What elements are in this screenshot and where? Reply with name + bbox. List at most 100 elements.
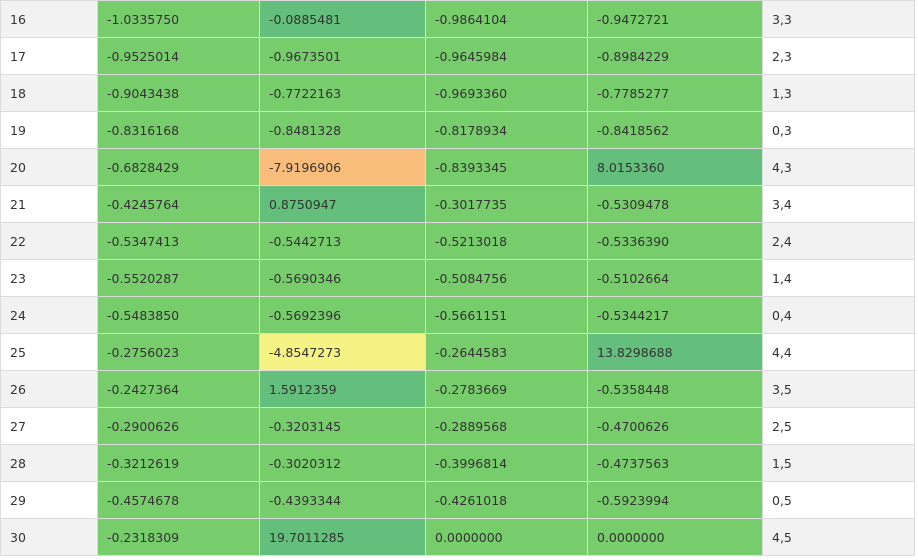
- table-row: 26 -0.2427364 1.5912359 -0.2783669 -0.535844…: [0, 370, 915, 408]
- value-cell-col1: -0.5520287: [97, 259, 260, 297]
- value-cell-col4: -0.9472721: [587, 0, 763, 38]
- coordinate-label-cell: 0,4: [762, 296, 915, 334]
- value-cell-col3: -0.2644583: [425, 333, 588, 371]
- table-row: 25 -0.2756023 -4.8547273 -0.2644583 13.82986…: [0, 333, 915, 371]
- coordinate-label-cell: 0,3: [762, 111, 915, 149]
- table-row: 17 -0.9525014 -0.9673501 -0.9645984 -0.89842…: [0, 37, 915, 75]
- value-cell-col1: -0.2756023: [97, 333, 260, 371]
- value-cell-col3: -0.2783669: [425, 370, 588, 408]
- value-cell-col4: -0.4737563: [587, 444, 763, 482]
- value-cell-col3: -0.2889568: [425, 407, 588, 445]
- table-row: 24 -0.5483850 -0.5692396 -0.5661151 -0.53442…: [0, 296, 915, 334]
- value-cell-col4: -0.5358448: [587, 370, 763, 408]
- value-cell-col1: -0.5483850: [97, 296, 260, 334]
- value-cell-col3: -0.8178934: [425, 111, 588, 149]
- row-index-cell: 16: [0, 0, 98, 38]
- value-cell-col2: -4.8547273: [259, 333, 426, 371]
- table-row: 23 -0.5520287 -0.5690346 -0.5084756 -0.51026…: [0, 259, 915, 297]
- coordinate-label-cell: 1,4: [762, 259, 915, 297]
- value-cell-col4: -0.5336390: [587, 222, 763, 260]
- value-cell-col4: -0.7785277: [587, 74, 763, 112]
- value-cell-col1: -1.0335750: [97, 0, 260, 38]
- coordinate-label-cell: 2,5: [762, 407, 915, 445]
- table-row: 18 -0.9043438 -0.7722163 -0.9693360 -0.77852…: [0, 74, 915, 112]
- value-cell-col4: -0.5309478: [587, 185, 763, 223]
- value-cell-col3: -0.8393345: [425, 148, 588, 186]
- value-cell-col4: -0.8418562: [587, 111, 763, 149]
- value-cell-col2: -0.3020312: [259, 444, 426, 482]
- value-cell-col1: -0.6828429: [97, 148, 260, 186]
- value-cell-col3: -0.3996814: [425, 444, 588, 482]
- table-row: 20 -0.6828429 -7.9196906 -0.8393345 8.015336…: [0, 148, 915, 186]
- coordinate-label-cell: 3,4: [762, 185, 915, 223]
- row-index-cell: 23: [0, 259, 98, 297]
- coordinate-label-cell: 2,4: [762, 222, 915, 260]
- value-cell-col2: 1.5912359: [259, 370, 426, 408]
- row-index-cell: 25: [0, 333, 98, 371]
- coordinate-label-cell: 3,5: [762, 370, 915, 408]
- value-cell-col4: -0.5102664: [587, 259, 763, 297]
- table-row: 27 -0.2900626 -0.3203145 -0.2889568 -0.47006…: [0, 407, 915, 445]
- coordinate-label-cell: 4,4: [762, 333, 915, 371]
- value-cell-col3: -0.4261018: [425, 481, 588, 519]
- value-cell-col2: -0.5692396: [259, 296, 426, 334]
- value-cell-col1: -0.2900626: [97, 407, 260, 445]
- table-row: 30 -0.2318309 19.7011285 0.0000000 0.0000000…: [0, 518, 915, 556]
- value-cell-col2: 0.8750947: [259, 185, 426, 223]
- value-cell-col3: -0.9693360: [425, 74, 588, 112]
- value-cell-col4: -0.5923994: [587, 481, 763, 519]
- row-index-cell: 17: [0, 37, 98, 75]
- row-index-cell: 22: [0, 222, 98, 260]
- table-row: 28 -0.3212619 -0.3020312 -0.3996814 -0.47375…: [0, 444, 915, 482]
- value-cell-col4: -0.8984229: [587, 37, 763, 75]
- value-cell-col1: -0.2427364: [97, 370, 260, 408]
- value-cell-col3: -0.3017735: [425, 185, 588, 223]
- table-row: 16 -1.0335750 -0.0885481 -0.9864104 -0.94727…: [0, 0, 915, 38]
- value-cell-col3: -0.5084756: [425, 259, 588, 297]
- value-cell-col3: -0.5661151: [425, 296, 588, 334]
- value-cell-col2: -0.0885481: [259, 0, 426, 38]
- value-cell-col3: -0.9645984: [425, 37, 588, 75]
- value-cell-col4: -0.5344217: [587, 296, 763, 334]
- value-cell-col2: -0.4393344: [259, 481, 426, 519]
- table-row: 19 -0.8316168 -0.8481328 -0.8178934 -0.84185…: [0, 111, 915, 149]
- value-cell-col2: 19.7011285: [259, 518, 426, 556]
- coordinate-label-cell: 0,5: [762, 481, 915, 519]
- table-row: 29 -0.4574678 -0.4393344 -0.4261018 -0.59239…: [0, 481, 915, 519]
- coordinate-label-cell: 1,5: [762, 444, 915, 482]
- value-cell-col2: -0.8481328: [259, 111, 426, 149]
- coordinate-label-cell: 4,5: [762, 518, 915, 556]
- row-index-cell: 28: [0, 444, 98, 482]
- coordinate-label-cell: 1,3: [762, 74, 915, 112]
- coordinate-label-cell: 3,3: [762, 0, 915, 38]
- row-index-cell: 29: [0, 481, 98, 519]
- value-cell-col1: -0.4574678: [97, 481, 260, 519]
- row-index-cell: 18: [0, 74, 98, 112]
- value-cell-col1: -0.5347413: [97, 222, 260, 260]
- row-index-cell: 27: [0, 407, 98, 445]
- row-index-cell: 24: [0, 296, 98, 334]
- value-cell-col1: -0.4245764: [97, 185, 260, 223]
- value-cell-col4: 8.0153360: [587, 148, 763, 186]
- row-index-cell: 21: [0, 185, 98, 223]
- value-cell-col2: -0.5442713: [259, 222, 426, 260]
- value-cell-col4: -0.4700626: [587, 407, 763, 445]
- row-index-cell: 26: [0, 370, 98, 408]
- row-index-cell: 19: [0, 111, 98, 149]
- value-cell-col1: -0.9043438: [97, 74, 260, 112]
- value-cell-col3: -0.9864104: [425, 0, 588, 38]
- value-cell-col1: -0.8316168: [97, 111, 260, 149]
- value-cell-col3: -0.5213018: [425, 222, 588, 260]
- row-index-cell: 20: [0, 148, 98, 186]
- coordinate-label-cell: 2,3: [762, 37, 915, 75]
- value-cell-col4: 13.8298688: [587, 333, 763, 371]
- table-row: 22 -0.5347413 -0.5442713 -0.5213018 -0.53363…: [0, 222, 915, 260]
- value-cell-col4: 0.0000000: [587, 518, 763, 556]
- value-cell-col2: -0.7722163: [259, 74, 426, 112]
- value-cell-col2: -7.9196906: [259, 148, 426, 186]
- value-cell-col1: -0.2318309: [97, 518, 260, 556]
- value-cell-col3: 0.0000000: [425, 518, 588, 556]
- value-cell-col2: -0.3203145: [259, 407, 426, 445]
